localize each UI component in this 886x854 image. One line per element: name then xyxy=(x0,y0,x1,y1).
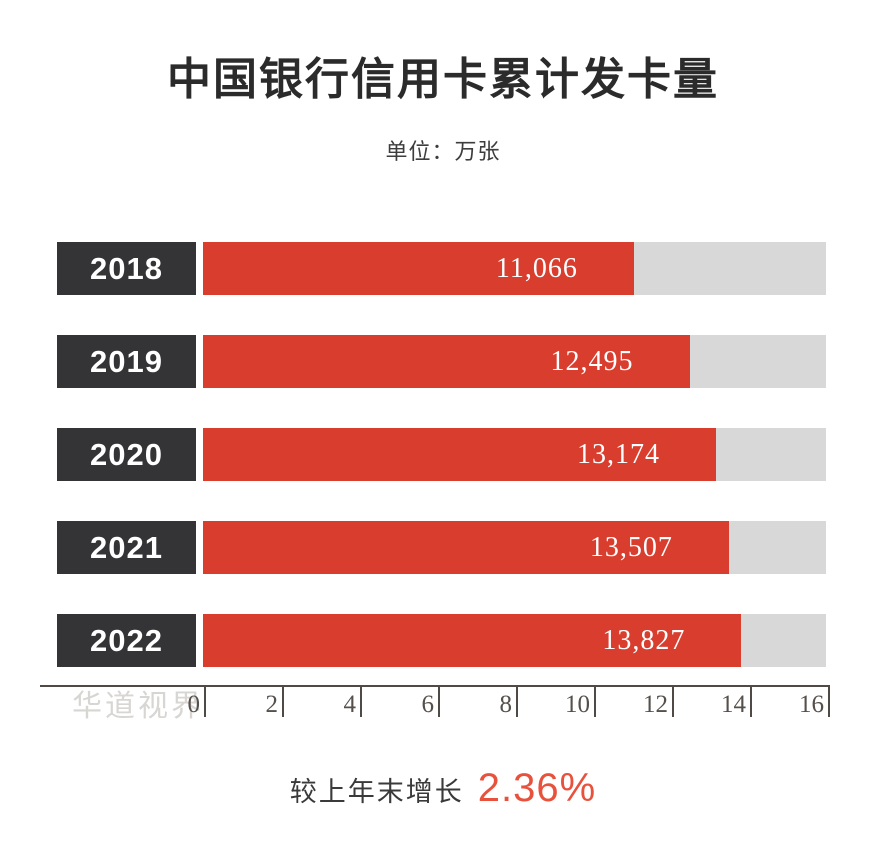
axis-tick-mark xyxy=(438,685,440,717)
watermark: 华道视界 xyxy=(72,690,204,723)
axis-tick-mark xyxy=(360,685,362,717)
bar-fill: 13,507 xyxy=(203,521,729,574)
axis-tick-mark xyxy=(828,685,830,717)
axis-tick-mark xyxy=(594,685,596,717)
axis-tick-label: 10 xyxy=(565,691,590,718)
bar-fill: 11,066 xyxy=(203,242,634,295)
bar-row: 2022 13,827 xyxy=(57,614,826,667)
chart-title: 中国银行信用卡累计发卡量 xyxy=(167,55,719,104)
bar-fill: 12,495 xyxy=(203,335,690,388)
bar-track: 13,174 xyxy=(203,428,826,481)
bar-value: 13,174 xyxy=(576,438,660,470)
axis-tick-label: 4 xyxy=(343,691,357,718)
bar-chart: 2018 11,066 2019 12,495 2020 13,174 2021 13,507… xyxy=(57,242,826,707)
bar-row: 2019 12,495 xyxy=(57,335,826,388)
axis-tick-label: 8 xyxy=(499,691,513,718)
axis-tick-mark xyxy=(516,685,518,717)
x-axis-line xyxy=(40,685,828,687)
growth-annotation: 较上年末增长 2.36% xyxy=(0,766,886,811)
x-axis: 华道视界 0 2 4 6 8 10 12 14 16 xyxy=(40,685,830,723)
year-label: 2022 xyxy=(57,614,196,667)
year-label: 2020 xyxy=(57,428,196,481)
bar-value: 11,066 xyxy=(495,252,578,284)
axis-tick-label: 6 xyxy=(421,691,435,718)
bar-fill: 13,827 xyxy=(203,614,742,667)
axis-tick-label: 16 xyxy=(799,691,824,718)
growth-value: 2.36% xyxy=(477,766,597,810)
bar-row: 2021 13,507 xyxy=(57,521,826,574)
bar-fill: 13,174 xyxy=(203,428,716,481)
axis-tick-label: 0 xyxy=(187,691,201,718)
bar-row: 2020 13,174 xyxy=(57,428,826,481)
year-label: 2021 xyxy=(57,521,196,574)
bar-value: 12,495 xyxy=(550,345,634,377)
axis-tick-mark xyxy=(672,685,674,717)
bar-track: 11,066 xyxy=(203,242,826,295)
growth-label: 较上年末增长 xyxy=(289,777,464,807)
bar-row: 2018 11,066 xyxy=(57,242,826,295)
axis-tick-mark xyxy=(750,685,752,717)
chart-unit-subtitle: 单位：万张 xyxy=(385,139,501,164)
bar-value: 13,827 xyxy=(602,624,686,656)
axis-tick-mark xyxy=(204,685,206,717)
axis-tick-label: 14 xyxy=(721,691,746,718)
axis-tick-label: 2 xyxy=(265,691,279,718)
bar-track: 13,507 xyxy=(203,521,826,574)
bar-track: 12,495 xyxy=(203,335,826,388)
axis-tick-mark xyxy=(282,685,284,717)
bar-value: 13,507 xyxy=(589,531,673,563)
year-label: 2018 xyxy=(57,242,196,295)
axis-tick-label: 12 xyxy=(643,691,668,718)
year-label: 2019 xyxy=(57,335,196,388)
bar-track: 13,827 xyxy=(203,614,826,667)
